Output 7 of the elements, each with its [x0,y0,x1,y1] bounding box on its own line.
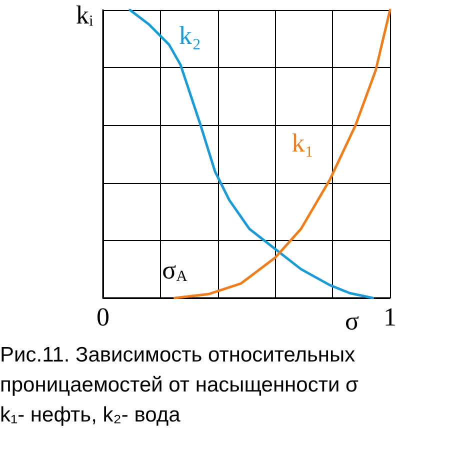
series-label: k₁ [292,128,314,158]
y-axis-title: kᵢ [76,0,94,30]
x-axis-title: σ [345,306,360,336]
x-tick-label: 0 [96,302,110,332]
x-tick-label: 1 [384,302,396,332]
series-label: k₂ [179,21,202,50]
text: k₁- нефть, k₂- вода [0,404,181,426]
